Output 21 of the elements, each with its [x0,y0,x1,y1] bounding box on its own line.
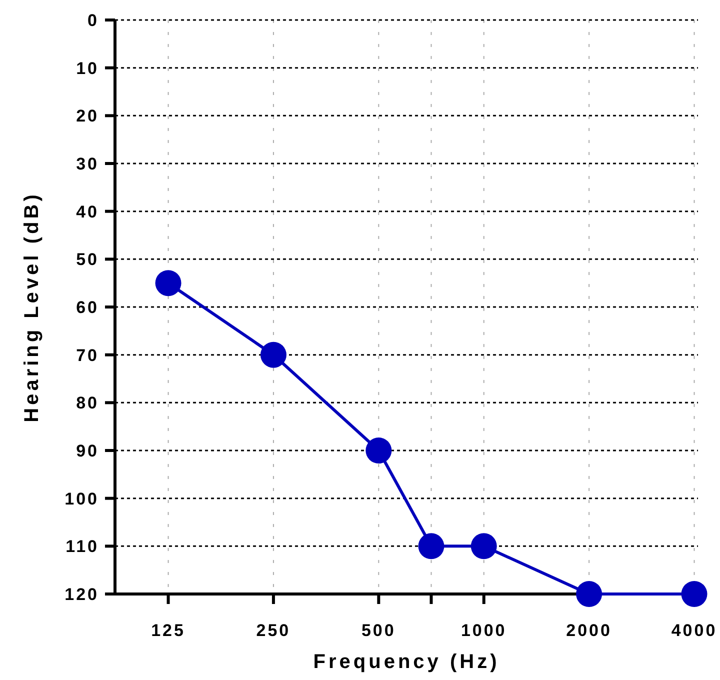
y-tick-label: 80 [76,394,99,413]
y-tick-label: 50 [76,250,99,270]
y-tick-label: 120 [64,584,99,604]
y-tick-label: 20 [76,106,99,126]
x-axis-title: Frequency (Hz) [313,651,500,673]
x-tick-label: 4000 [671,621,718,640]
x-tick-label: 500 [361,621,396,640]
y-tick-label: 90 [76,441,99,460]
y-tick-label: 0 [88,10,99,30]
x-tick-label: 1000 [460,621,507,640]
y-tick-label: 110 [66,537,99,556]
y-axis-title: Hearing Level (dB) [21,192,43,422]
y-tick-label: 100 [64,489,99,508]
y-tick-label: 30 [76,154,99,174]
x-tick-label: 125 [151,621,186,640]
x-tick-label: 250 [256,621,291,640]
x-tick-label: 2000 [566,621,612,640]
y-tick-label: 40 [76,202,99,222]
y-tick-label: 10 [76,58,99,78]
y-tick-label: 60 [76,298,99,317]
y-tick-label: 70 [76,346,99,365]
